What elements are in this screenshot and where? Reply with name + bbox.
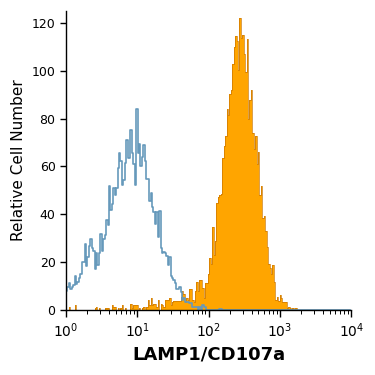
Y-axis label: Relative Cell Number: Relative Cell Number: [11, 80, 26, 242]
X-axis label: LAMP1/CD107a: LAMP1/CD107a: [132, 346, 285, 364]
